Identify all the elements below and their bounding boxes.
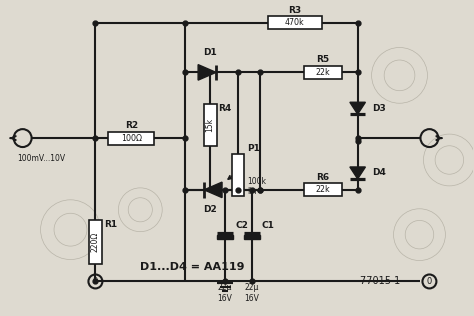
Text: R3: R3	[288, 6, 301, 15]
Text: 220Ω: 220Ω	[91, 232, 100, 252]
Text: 0: 0	[427, 277, 432, 286]
Text: 22k: 22k	[315, 68, 330, 77]
Text: D1...D4 = AA119: D1...D4 = AA119	[140, 262, 245, 271]
Polygon shape	[204, 182, 222, 198]
Text: 15k: 15k	[206, 118, 215, 132]
Text: C2: C2	[235, 221, 248, 230]
Text: 22μ
16V: 22μ 16V	[218, 283, 232, 303]
Text: 100k
lin: 100k lin	[247, 177, 266, 196]
Bar	[89, 220, 102, 264]
Text: 22k: 22k	[315, 185, 330, 194]
Bar	[244, 235, 260, 239]
Bar	[268, 16, 322, 29]
Polygon shape	[350, 102, 365, 114]
Bar	[204, 104, 217, 146]
Text: R6: R6	[316, 173, 329, 182]
Text: D3: D3	[373, 104, 386, 113]
Text: R1: R1	[104, 220, 117, 229]
Text: R4: R4	[219, 104, 232, 113]
Bar	[231, 154, 245, 196]
Text: 100mV...10V: 100mV...10V	[18, 154, 66, 163]
Text: R5: R5	[316, 55, 329, 64]
Text: D1: D1	[203, 48, 217, 58]
Bar	[304, 183, 342, 196]
Text: 100Ω: 100Ω	[121, 134, 142, 143]
Text: R2: R2	[125, 121, 138, 130]
Bar	[304, 66, 342, 79]
Text: D4: D4	[373, 168, 386, 178]
Text: 0: 0	[93, 277, 98, 286]
Text: 77015 1: 77015 1	[360, 276, 400, 287]
Text: P1: P1	[247, 144, 260, 153]
Bar	[217, 235, 233, 239]
Text: D2: D2	[203, 205, 217, 214]
Bar	[109, 132, 154, 144]
Text: 22μ
16V: 22μ 16V	[245, 283, 259, 303]
Polygon shape	[198, 64, 216, 80]
Text: 470k: 470k	[285, 18, 305, 27]
Polygon shape	[350, 167, 365, 179]
Text: C1: C1	[262, 221, 275, 230]
